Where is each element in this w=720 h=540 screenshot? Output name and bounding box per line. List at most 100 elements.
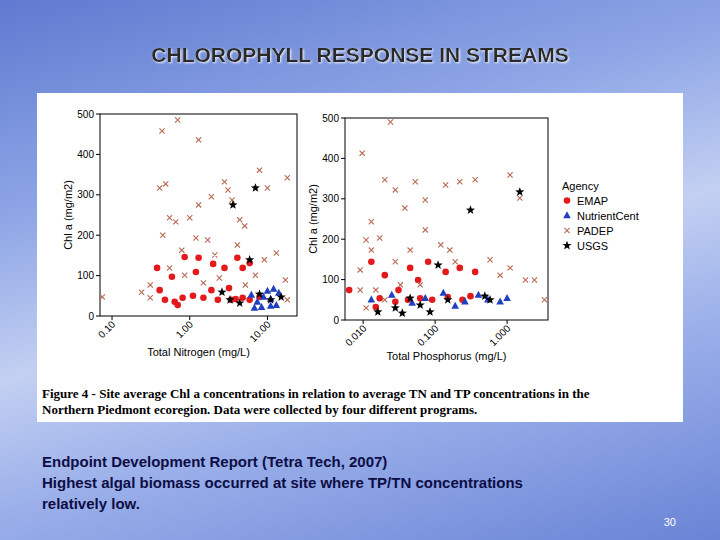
- data-point: [148, 282, 153, 287]
- y-axis-label: Chl a (mg/m2): [62, 180, 74, 250]
- legend-swatch: [564, 197, 571, 204]
- data-point: [346, 287, 353, 294]
- data-point: [395, 287, 402, 294]
- data-point: [443, 182, 448, 187]
- x-tick: [112, 316, 113, 320]
- data-point: [382, 177, 387, 182]
- data-point: [381, 272, 388, 279]
- data-point: [179, 295, 186, 302]
- data-point: [193, 235, 198, 240]
- data-point: [388, 291, 396, 298]
- y-tick-label: 500: [322, 113, 339, 124]
- x-axis-label: Total Phosphorus (mg/L): [387, 350, 507, 362]
- data-point: [235, 298, 244, 307]
- x-tick-label: 1.000: [487, 322, 513, 348]
- data-point: [388, 119, 393, 124]
- data-point: [208, 287, 215, 294]
- data-point: [421, 294, 429, 301]
- legend-label: PADEP: [577, 225, 613, 237]
- y-tick: [341, 198, 345, 199]
- legend-swatch: [562, 241, 571, 250]
- data-point: [364, 305, 369, 310]
- data-point: [229, 197, 234, 202]
- data-point: [473, 177, 478, 182]
- data-point: [487, 257, 492, 262]
- data-point: [251, 183, 260, 192]
- data-point: [210, 261, 217, 268]
- y-tick-label: 300: [322, 193, 339, 204]
- data-point: [373, 307, 382, 316]
- data-point: [532, 277, 537, 282]
- data-point: [217, 287, 226, 296]
- data-point: [226, 285, 233, 292]
- data-point: [283, 277, 288, 282]
- y-tick: [341, 239, 345, 240]
- legend-label: EMAP: [577, 195, 608, 207]
- data-point: [267, 302, 275, 309]
- data-point: [507, 172, 512, 177]
- data-point: [234, 255, 241, 262]
- data-point: [438, 242, 443, 247]
- y-tick-label: 400: [77, 149, 94, 160]
- data-point: [447, 248, 452, 253]
- data-point: [467, 293, 474, 300]
- data-point: [257, 168, 262, 173]
- legend-label: USGS: [577, 240, 608, 252]
- data-point: [475, 291, 483, 298]
- y-tick: [96, 316, 100, 317]
- data-point: [277, 292, 286, 301]
- data-point: [167, 265, 172, 270]
- data-point: [274, 250, 279, 255]
- data-point: [212, 252, 217, 257]
- data-point: [517, 195, 522, 200]
- y-tick-label: 300: [77, 189, 94, 200]
- data-point: [358, 267, 363, 272]
- data-point: [157, 185, 162, 190]
- data-point: [429, 297, 436, 304]
- data-point: [175, 117, 180, 122]
- data-point: [398, 308, 407, 317]
- data-point: [451, 302, 459, 309]
- data-point: [262, 257, 267, 262]
- data-point: [402, 205, 407, 210]
- data-point: [221, 265, 228, 272]
- data-point: [160, 233, 165, 238]
- data-point: [360, 151, 365, 156]
- legend-title: Agency: [562, 180, 599, 192]
- y-tick: [96, 114, 100, 115]
- data-point: [407, 265, 414, 272]
- data-point: [498, 273, 503, 278]
- y-tick: [341, 158, 345, 159]
- y-tick: [96, 235, 100, 236]
- x-tick-label: 0.10: [96, 318, 118, 340]
- data-point: [190, 293, 197, 300]
- data-point: [273, 301, 281, 308]
- data-point: [393, 259, 398, 264]
- x-tick: [363, 320, 364, 324]
- x-tick-label: 10.00: [247, 318, 273, 344]
- data-point: [245, 255, 254, 264]
- data-point: [251, 304, 259, 311]
- data-point: [496, 298, 504, 305]
- data-point: [239, 265, 246, 272]
- data-point: [154, 265, 161, 272]
- data-point: [382, 297, 387, 302]
- data-point: [453, 259, 458, 264]
- y-tick-label: 0: [333, 315, 339, 326]
- data-point: [373, 288, 378, 293]
- data-point: [472, 269, 479, 276]
- plot-frame: [100, 114, 297, 316]
- x-axis-label: Total Nitrogen (mg/L): [147, 346, 250, 358]
- legend-label: NutrientCent: [577, 210, 639, 222]
- points: [346, 119, 547, 317]
- points: [100, 117, 290, 310]
- data-point: [196, 202, 201, 207]
- y-tick: [96, 194, 100, 195]
- legend: Agency EMAP NutrientCent PADEP USGS: [562, 180, 639, 252]
- data-point: [466, 205, 475, 214]
- slide: CHLOROPHYLL RESPONSE IN STREAMSFigure 4 …: [0, 0, 720, 540]
- data-point: [253, 298, 261, 305]
- y-tick-label: 400: [322, 153, 339, 164]
- data-point: [181, 254, 188, 261]
- data-point: [442, 269, 449, 276]
